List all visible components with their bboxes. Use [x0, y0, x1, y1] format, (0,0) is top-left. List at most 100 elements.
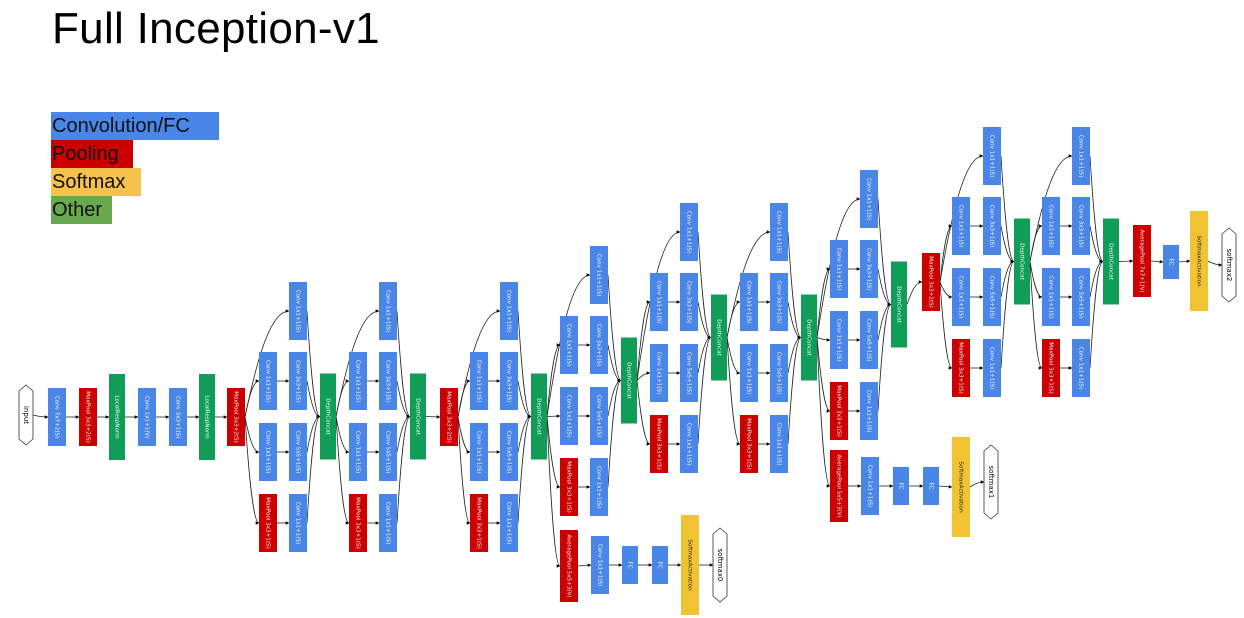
layer-label: softmax0 [716, 549, 724, 582]
layer-label: Conv 1x1+1(S) [265, 360, 271, 403]
layer-conv-5x5-s: Conv 5x5+1(S) [289, 423, 307, 481]
layer-label: Conv 1x1+1(S) [746, 352, 752, 395]
layer-label: Conv 1x1+1(S) [506, 290, 512, 333]
edge [939, 281, 953, 370]
layer-avgpool-5x5: AveragePool 5x5+3(V) [830, 450, 848, 522]
edge [816, 197, 861, 338]
layer-conv-1x1-s: Conv 1x1+1(S) [1072, 339, 1090, 397]
edge [1029, 224, 1043, 262]
layer-conv-3x3-s: Conv 3x3+1(S) [289, 352, 307, 410]
edge [335, 379, 350, 417]
layer-maxpool-3x3-2s: MaxPool 3x3+2(S) [922, 253, 940, 311]
layer-label: Conv 1x1+1(S) [596, 254, 602, 297]
layer-conv-1x1-v: Conv 1x1+1(V) [138, 388, 156, 446]
edge [1207, 260, 1223, 267]
layer-label: Conv 5x5+1(S) [506, 431, 512, 474]
layer-label: Conv 5x5+1(S) [866, 319, 872, 362]
layer-depthconcat: DepthConcat [1014, 218, 1030, 305]
layer-label: Conv 5x5+1(S) [776, 352, 782, 395]
edge [546, 416, 561, 489]
edge [787, 301, 802, 340]
edge [517, 310, 532, 419]
edge [877, 268, 892, 307]
layer-label: Conv 1x1+1(S) [476, 360, 482, 403]
layer-depthconcat: DepthConcat [891, 261, 907, 348]
layer-conv-1x1-s: Conv 1x1+1(S) [650, 273, 668, 331]
layer-label: Conv 1x1+1(S) [958, 205, 964, 248]
layer-conv-1x1-s: Conv 1x1+1(S) [680, 415, 698, 473]
page-title: Full Inception-v1 [52, 4, 380, 53]
layer-softmax-act: SoftmaxActivation [1190, 211, 1208, 311]
edge [517, 380, 532, 419]
layer-label: MaxPool 3x3+1(S) [958, 342, 964, 394]
layer-conv-1x1-s: Conv 1x1+1(S) [560, 387, 578, 445]
layer-conv-1x1-s: Conv 1x1+1(S) [259, 352, 277, 410]
layer-label: Conv 1x1+1(S) [506, 502, 512, 545]
layer-label: MaxPool 3x3+2(S) [446, 391, 452, 443]
layer-label: Conv 1x1+1(S) [867, 465, 873, 508]
layer-label: Conv 1x1+1(S) [295, 502, 301, 545]
layer-conv-1x1-s: Conv 1x1+1(S) [770, 203, 788, 261]
layer-label: Conv 3x3+1(S) [1078, 205, 1084, 248]
edge [244, 416, 260, 454]
edge [877, 302, 892, 341]
layer-label: FC [627, 561, 633, 568]
edge [816, 337, 831, 413]
edge [517, 414, 532, 524]
edge [969, 480, 985, 488]
layer-label: MaxPool 3x3+1(S) [1048, 342, 1054, 394]
layer-label: Conv 1x1+1(S) [836, 319, 842, 362]
layer-label: Conv 1x1+1(S) [866, 390, 872, 433]
layer-label: DepthConcat [1019, 243, 1025, 280]
layer-conv-5x5-s: Conv 5x5+1(S) [983, 268, 1001, 326]
layer-label: Conv 7x7+2(S) [54, 396, 60, 439]
layer-label: MaxPool 3x3+1(S) [656, 418, 662, 470]
layer-conv-5x5-s: Conv 5x5+1(S) [770, 344, 788, 402]
layer-conv-5x5-s: Conv 5x5+1(S) [860, 311, 878, 369]
edge [1089, 225, 1104, 264]
layer-label: FC [1168, 258, 1174, 265]
layer-label: Conv 5x5+1(S) [596, 395, 602, 438]
layer-label: MaxPool 3x3+1(S) [836, 385, 842, 437]
layer-label: LocalRespNorm [204, 395, 210, 438]
layer-label: Conv 1x1+1(S) [597, 544, 603, 587]
layer-label: Conv 3x3+1(S) [776, 281, 782, 324]
layer-conv-1x1-s: Conv 1x1+1(S) [770, 415, 788, 473]
layer-label: FC [898, 482, 904, 489]
edge [1000, 155, 1015, 264]
layer-label: Conv 1x1+1(S) [265, 431, 271, 474]
edge [457, 416, 471, 525]
edge [306, 380, 321, 419]
layer-conv-1x1-s: Conv 1x1+1(S) [680, 203, 698, 261]
layer-conv-1x1-s: Conv 1x1+1(S) [860, 170, 878, 228]
layer-avgpool-7x7: AveragePool 7x7+1(V) [1133, 225, 1151, 297]
layer-conv-1x1-s: Conv 1x1+1(S) [1042, 197, 1060, 255]
layer-label: Conv 5x5+1(S) [295, 431, 301, 474]
layer-softmax-act: SoftmaxActivation [681, 515, 699, 615]
layer-conv-5x5-s: Conv 5x5+1(S) [500, 423, 518, 481]
layer-label: FC [657, 561, 663, 568]
edge [939, 154, 984, 283]
edge [1029, 261, 1043, 370]
layer-fc: FC [923, 467, 939, 505]
layer-conv-5x5-s: Conv 5x5+1(S) [1072, 268, 1090, 326]
layer-maxpool-3x3-1s: MaxPool 3x3+1(S) [560, 458, 578, 516]
edge [787, 335, 802, 374]
edge [877, 198, 892, 307]
layer-conv-1x1-s: Conv 1x1+1(S) [590, 246, 608, 304]
terminal-softmax2: softmax2 [1221, 227, 1237, 303]
layer-maxpool-3x3-1s: MaxPool 3x3+1(S) [740, 415, 758, 473]
layer-label: AveragePool 5x5+3(V) [836, 454, 842, 517]
layer-maxpool-3x3-1s: MaxPool 3x3+1(S) [650, 415, 668, 473]
layer-label: SoftmaxActivation [687, 539, 693, 591]
layer-depthconcat: DepthConcat [801, 294, 817, 381]
edge [335, 416, 350, 525]
layer-depthconcat: DepthConcat [531, 373, 547, 460]
layer-maxpool-3x3-2s: MaxPool 3x3+2(S) [440, 388, 458, 446]
layer-label: DepthConcat [536, 398, 542, 435]
edge [577, 563, 592, 568]
layer-conv-1x1-s: Conv 1x1+1(S) [983, 127, 1001, 185]
edge [607, 344, 622, 383]
layer-fc: FC [893, 467, 909, 505]
edge [396, 380, 411, 419]
